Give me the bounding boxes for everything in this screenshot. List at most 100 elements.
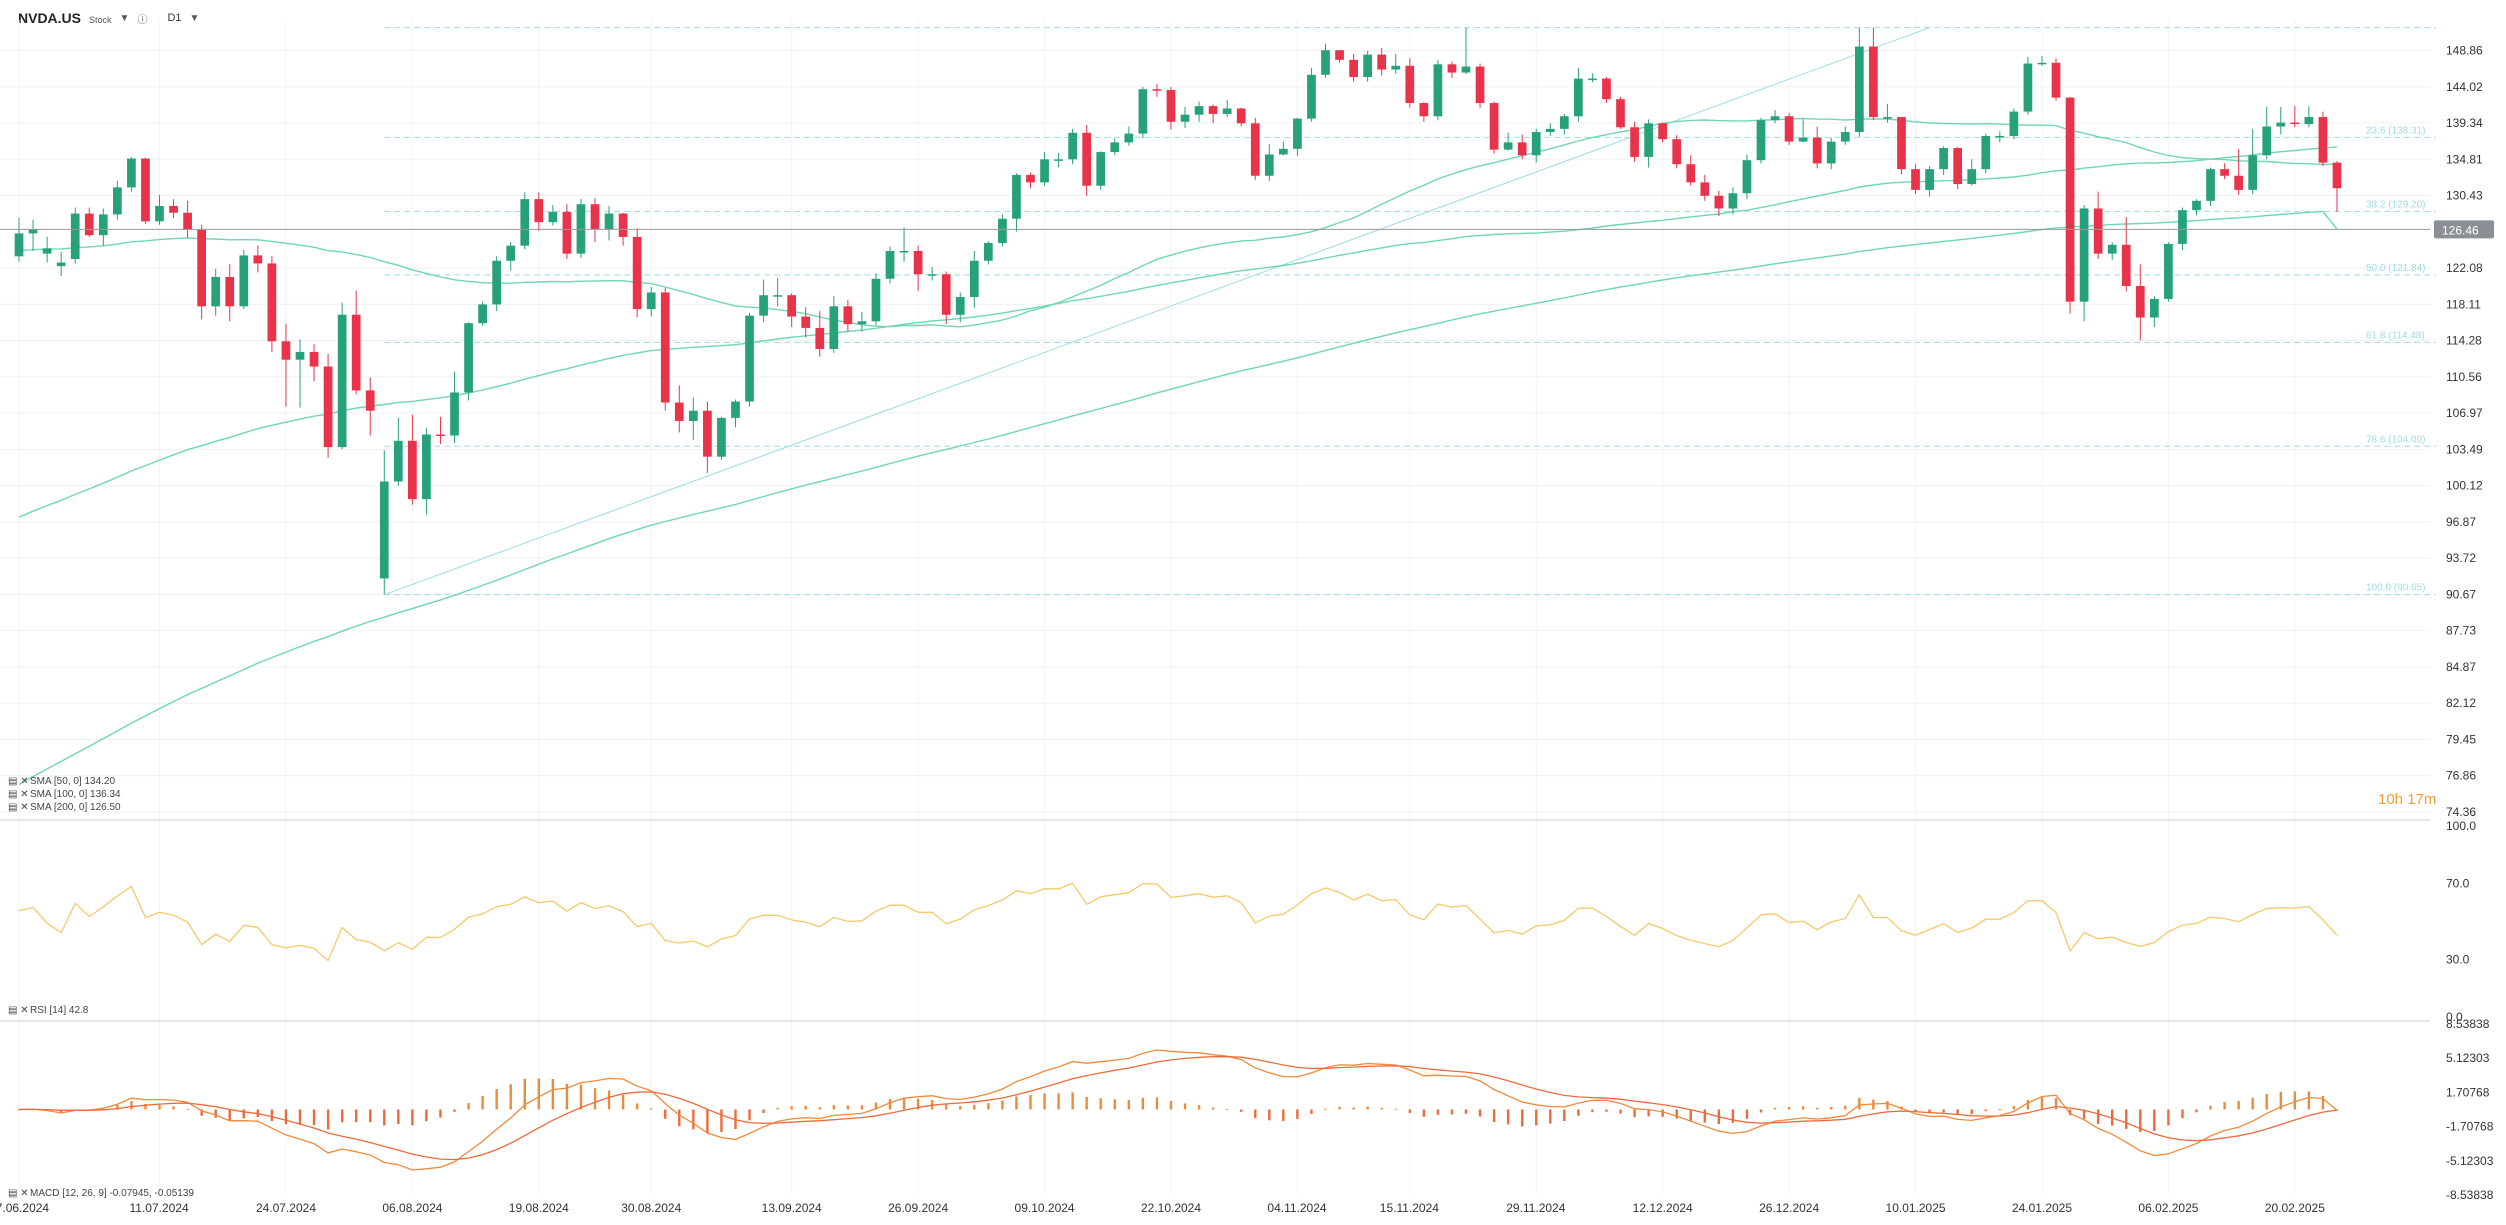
macd-histogram-bar xyxy=(1815,1107,1819,1110)
macd-icon[interactable]: ▤ ✕ xyxy=(8,1188,29,1199)
candle-body xyxy=(1686,164,1696,183)
candle-body xyxy=(801,316,811,328)
macd-histogram-bar xyxy=(2082,1109,2086,1119)
timeframe-caret-down-icon[interactable]: ▼ xyxy=(189,12,200,24)
fib-level-label: 38.2 (129.20) xyxy=(2366,199,2426,210)
candle-body xyxy=(1096,152,1106,186)
candle-body xyxy=(1742,160,1752,194)
macd-histogram-bar xyxy=(1703,1109,1707,1123)
macd-histogram-bar xyxy=(2012,1105,2016,1110)
candle-body xyxy=(56,262,66,267)
candle-body xyxy=(1222,108,1232,114)
candle-body xyxy=(2318,117,2328,163)
candle-body xyxy=(464,323,473,393)
sma200-icon[interactable]: ▤ ✕ xyxy=(8,802,29,813)
candle-body xyxy=(379,481,389,579)
candle-body xyxy=(1812,137,1822,164)
candle-body xyxy=(1279,148,1288,155)
candle-body xyxy=(1925,169,1934,190)
candle-body xyxy=(674,402,684,421)
macd-histogram-bar xyxy=(959,1106,962,1110)
candle-body xyxy=(113,187,122,215)
candle-body xyxy=(1419,103,1429,117)
price-tick-label: 100.12 xyxy=(2446,479,2483,493)
macd-histogram-bar xyxy=(340,1109,344,1123)
candle-body xyxy=(2037,62,2047,65)
candle-body xyxy=(1068,132,1077,160)
candle-body xyxy=(506,245,516,261)
candle-body xyxy=(660,292,670,403)
sma50-line xyxy=(18,117,2338,328)
rsi-line xyxy=(18,882,2338,962)
candle-body xyxy=(998,218,1007,244)
macd-line xyxy=(18,1049,2338,1171)
fib-trend-line xyxy=(384,27,1930,596)
candle-body xyxy=(323,366,333,448)
candle-body xyxy=(28,229,38,234)
symbol-type-label: Stock xyxy=(89,14,112,25)
sma100-icon[interactable]: ▤ ✕ xyxy=(8,789,29,800)
macd-histogram-bar xyxy=(579,1084,583,1110)
macd-histogram-bar xyxy=(973,1104,976,1110)
candle-body xyxy=(2248,155,2258,190)
macd-histogram-bar xyxy=(509,1084,512,1110)
macd-histogram-bar xyxy=(242,1109,245,1119)
candle-body xyxy=(562,211,572,254)
rsi-icon[interactable]: ▤ ✕ xyxy=(8,1005,29,1016)
info-icon[interactable]: ⓘ xyxy=(137,14,148,26)
macd-histogram-bar xyxy=(214,1109,217,1118)
candle-body xyxy=(969,260,979,298)
candle-body xyxy=(1264,154,1274,176)
macd-histogram-bar xyxy=(172,1106,175,1110)
candle-body xyxy=(548,211,558,223)
candle-body xyxy=(955,297,965,315)
sma50-icon[interactable]: ▤ ✕ xyxy=(8,776,29,787)
candle-body xyxy=(1953,148,1963,185)
candle-body xyxy=(478,304,487,324)
candle-body xyxy=(688,410,698,421)
candle-body xyxy=(1840,132,1850,142)
macd-histogram-bar xyxy=(383,1109,386,1126)
candle-body xyxy=(913,250,923,275)
candle-body xyxy=(1939,148,1948,170)
candle-body xyxy=(1461,66,1471,73)
macd-histogram-bar xyxy=(1099,1098,1102,1110)
candle-body xyxy=(70,213,80,259)
caret-down-icon[interactable]: ▼ xyxy=(119,12,130,24)
sma200-label: SMA [200, 0] 126.50 xyxy=(30,802,121,813)
candle-body xyxy=(2304,117,2314,125)
candle-body xyxy=(759,295,768,316)
candle-body xyxy=(337,314,347,448)
candle-body xyxy=(2107,244,2117,254)
macd-histogram-bar xyxy=(1633,1109,1636,1118)
candle-body xyxy=(98,214,108,236)
candle-body xyxy=(2093,208,2103,254)
macd-histogram-bar xyxy=(762,1109,765,1113)
candle-body xyxy=(1602,78,1611,100)
macd-histogram-bar xyxy=(144,1103,147,1110)
price-tick-label: 114.28 xyxy=(2446,334,2482,348)
macd-histogram-bar xyxy=(2237,1100,2240,1110)
candle-body xyxy=(351,314,361,391)
candle-body xyxy=(1194,106,1204,115)
symbol-label[interactable]: NVDA.US xyxy=(18,10,82,26)
date-tick-label: 06.08.2024 xyxy=(382,1201,442,1215)
fib-level-label: 23.6 (138.31) xyxy=(2366,125,2426,136)
candlesticks xyxy=(14,27,2342,595)
candle-body xyxy=(2079,208,2089,302)
date-tick-label: 04.11.2024 xyxy=(1267,1201,1326,1215)
macd-histogram-bar xyxy=(1436,1109,1440,1115)
candle-body xyxy=(197,229,207,307)
macd-histogram-bar xyxy=(1268,1109,1271,1121)
macd-histogram-bar xyxy=(2068,1109,2072,1116)
macd-histogram-bar xyxy=(1478,1109,1482,1117)
macd-histogram-bar xyxy=(425,1109,428,1122)
macd-histogram-bar xyxy=(1506,1109,1510,1125)
candle-body xyxy=(1503,142,1513,150)
timeframe-label[interactable]: D1 xyxy=(167,12,182,24)
price-tick-label: 79.45 xyxy=(2446,732,2476,746)
candle-body xyxy=(632,236,642,310)
candle-body xyxy=(1433,64,1443,117)
candle-body xyxy=(576,204,586,254)
